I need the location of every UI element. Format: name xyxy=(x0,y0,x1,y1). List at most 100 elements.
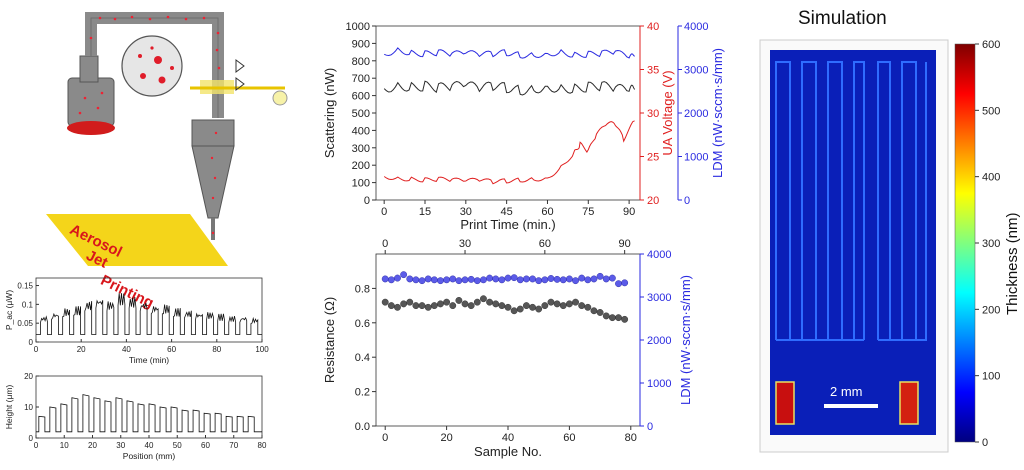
ink-reservoir xyxy=(67,121,115,135)
point-resistance xyxy=(578,302,586,310)
x-tick-label: 60 xyxy=(541,206,553,218)
x-tick-label: 15 xyxy=(419,206,431,218)
point-resistance xyxy=(467,302,475,310)
colorbar-tick-label: 200 xyxy=(982,304,1000,316)
point-ldm xyxy=(596,272,604,280)
ldm-tick-label: 4000 xyxy=(647,249,671,261)
power-time-chart: 0 20 40 60 80 100 0 0.05 0.1 0.15 Time (min) P_ac (… xyxy=(4,277,269,365)
x-axis-label: Position (mm) xyxy=(123,451,176,461)
point-resistance xyxy=(479,295,487,303)
series-ldm xyxy=(384,47,635,59)
point-ldm xyxy=(516,276,524,284)
point-ldm xyxy=(565,275,573,283)
point-ldm xyxy=(541,276,549,284)
x-tick-label: 45 xyxy=(501,206,513,218)
scattering-time-chart: 0 15 30 45 60 75 90010020030040050060070080090… xyxy=(322,21,725,232)
point-ldm xyxy=(608,274,616,282)
height-trace xyxy=(36,394,262,433)
point-ldm xyxy=(449,275,457,283)
y-tick-label: 800 xyxy=(352,56,370,68)
plot-frame xyxy=(375,25,641,201)
point-ldm xyxy=(572,277,579,285)
point-resistance xyxy=(565,300,573,308)
ua-tick-label: 25 xyxy=(647,152,659,164)
ldm-tick-label: 4000 xyxy=(684,21,708,33)
height-position-chart: 0 10 20 30 40 50 60 70 80 0 10 20 Position (mm) Heigh… xyxy=(4,372,267,461)
ldm-tick-label: 0 xyxy=(684,195,690,207)
ua-tick-label: 30 xyxy=(647,108,659,120)
point-ldm xyxy=(424,275,432,283)
point-ldm xyxy=(535,277,543,285)
point-resistance xyxy=(455,296,463,304)
ua-tick-label: 35 xyxy=(647,65,659,77)
point-ldm xyxy=(492,275,500,283)
ldm-tick-label: 0 xyxy=(647,421,653,433)
atomizer-vial xyxy=(67,77,115,127)
magnified-droplet-view xyxy=(121,35,183,97)
small-plots-panel: 0 20 40 60 80 100 0 0.05 0.1 0.15 Time (min) P_ac (… xyxy=(0,272,280,465)
point-resistance xyxy=(590,307,598,315)
serpentine-traces xyxy=(775,61,927,341)
point-resistance xyxy=(400,300,408,308)
point-resistance xyxy=(473,298,481,306)
ldm-tick-label: 3000 xyxy=(684,65,708,77)
point-ldm xyxy=(473,277,481,285)
point-ldm xyxy=(602,275,610,283)
point-resistance xyxy=(461,300,469,308)
point-ldm xyxy=(590,275,598,283)
point-resistance xyxy=(529,303,537,311)
point-ldm xyxy=(498,276,506,284)
point-ldm xyxy=(443,276,451,284)
colorbar-label: Thickness (nm) xyxy=(1004,212,1021,315)
banner-plate xyxy=(46,214,228,266)
point-ldm xyxy=(479,276,487,284)
resistance-sample-chart: 0 20 40 60 80 0 30 60 90 0.0 0.2 0.4 0.6 0.8 0 1000 2000… xyxy=(322,238,693,459)
point-resistance xyxy=(418,302,426,310)
x-axis-label: Sample No. xyxy=(474,444,542,459)
x-tick-label: 40 xyxy=(122,345,131,354)
ldm-axis-label: LDM (nW·sccm·s/mm) xyxy=(678,275,693,405)
point-ldm xyxy=(486,274,494,282)
point-resistance xyxy=(443,298,451,306)
photodiode-icon xyxy=(235,59,245,73)
ldm-tick-label: 3000 xyxy=(647,292,671,304)
x-tick-label: 30 xyxy=(116,441,125,450)
x-tick-label: 40 xyxy=(145,441,154,450)
x-tick-label: 75 xyxy=(582,206,594,218)
y-tick-label: 500 xyxy=(352,108,370,120)
point-ldm xyxy=(412,276,420,284)
y-tick-label: 100 xyxy=(352,178,370,190)
colorbar-tick-label: 0 xyxy=(982,437,988,449)
point-resistance xyxy=(387,302,395,310)
x-tick-label: 90 xyxy=(623,206,635,218)
y-tick-label: 0.4 xyxy=(355,352,370,364)
y-tick-label: 700 xyxy=(352,73,370,85)
scattering-chart-panel: 0 15 30 45 60 75 90 0 100 200 300 400 500 600 700 800 90… xyxy=(318,10,738,232)
y-tick-label: 200 xyxy=(352,160,370,172)
y-axis-label: P_ac (μW) xyxy=(4,290,14,330)
point-ldm xyxy=(547,275,555,282)
resistance-chart-panel: 0 20 40 60 80 0 30 60 90 0.0 0.2 0.4 0.6 0.8 0 1000 2000… xyxy=(318,234,738,465)
point-ldm xyxy=(467,275,475,283)
y-tick-label: 0.0 xyxy=(355,421,370,433)
ldm-tick-label: 2000 xyxy=(684,108,708,120)
x-axis-label: Time (min) xyxy=(129,355,169,365)
point-resistance xyxy=(381,298,389,306)
schematic-illustration xyxy=(46,12,288,266)
ldm-axis-label: LDM (nW·sccm·s/mm) xyxy=(710,48,725,178)
y-tick-label: 300 xyxy=(352,143,370,155)
y-tick-label: 10 xyxy=(24,403,33,412)
ua-tick-label: 40 xyxy=(647,21,659,33)
point-ldm xyxy=(418,277,426,285)
bulb-icon xyxy=(272,90,288,106)
point-resistance xyxy=(547,298,555,306)
colorbar-tick-label: 500 xyxy=(982,105,1000,117)
y-tick-label: 0.6 xyxy=(355,318,370,330)
x-tick-label: 20 xyxy=(440,432,452,444)
x-tick-label: 80 xyxy=(625,432,637,444)
point-ldm xyxy=(430,276,438,284)
point-ldm xyxy=(461,276,469,284)
x-tick-label: 0 xyxy=(34,441,39,450)
y-tick-label: 0 xyxy=(364,195,370,207)
y-tick-label: 900 xyxy=(352,38,370,50)
